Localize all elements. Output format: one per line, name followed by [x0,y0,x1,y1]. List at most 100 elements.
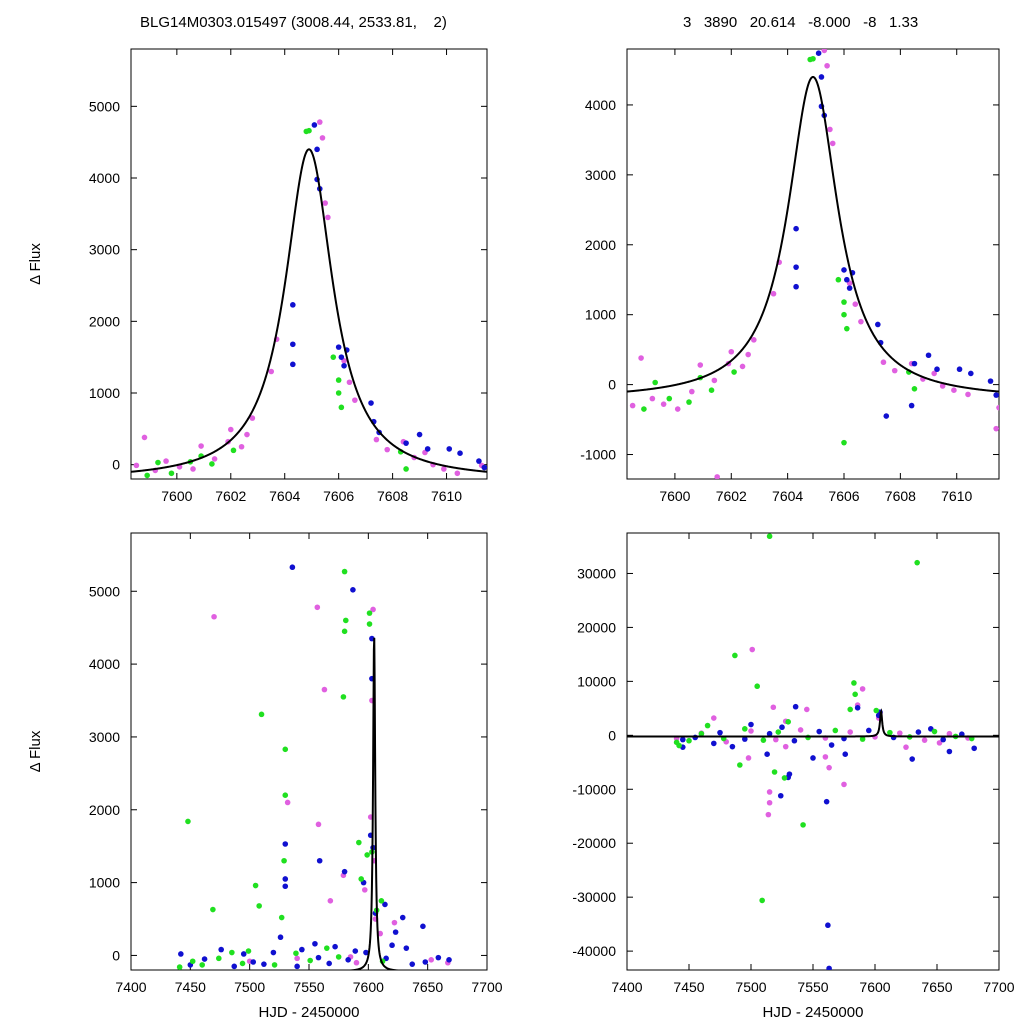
data-point [793,264,799,270]
data-point [341,868,348,875]
y-tick-label: 3000 [89,242,120,258]
model-curve [627,708,999,738]
data-point [629,402,636,409]
x-tick-label: 7606 [323,488,354,504]
data-point [282,883,289,890]
data-point [325,214,331,221]
data-point [384,446,391,453]
series-2 [144,127,409,479]
x-tick-label: 7700 [983,979,1014,995]
data-point [403,466,409,472]
data-point [306,127,312,134]
data-point [209,461,215,467]
data-point [792,703,799,710]
data-point [199,962,205,968]
data-point [818,74,825,80]
data-point [728,348,735,355]
data-point [785,719,791,725]
data-point [816,728,822,735]
data-point [832,727,839,734]
data-point [133,462,140,469]
data-point [321,686,328,693]
data-point [810,755,816,761]
data-point [250,959,257,965]
data-point [745,351,751,358]
data-point [268,368,275,375]
data-point [373,436,380,443]
data-point [827,126,833,133]
data-point [939,383,946,389]
data-point [851,680,857,686]
data-point [201,956,208,962]
data-point [299,946,305,953]
data-point [946,748,953,755]
series-2 [176,568,386,970]
data-point [791,737,798,744]
x-tick-label: 7550 [797,979,828,995]
y-tick-label: -40000 [572,943,616,959]
data-point [731,369,737,375]
data-point [782,743,789,750]
data-point [793,283,799,290]
data-point [940,736,946,743]
data-point [652,379,658,386]
data-point [760,737,767,743]
panel-top-left: 0 1000 2000 3000 4000 5000 7600 7602 7604 7606 760… [27,48,488,504]
data-point [238,443,245,450]
x-tick-label: 7602 [716,488,747,504]
x-axis-label: HJD - 2450000 [259,1004,360,1021]
plot-area [133,119,487,479]
data-point [428,957,435,963]
data-point [841,781,847,788]
data-point [290,302,296,308]
data-point [841,267,847,273]
data-point [289,564,296,571]
x-tick-label: 7608 [377,488,408,504]
data-point [996,404,999,411]
data-point [341,362,347,369]
data-point [189,958,196,965]
data-point [314,604,321,611]
y-tick-label: 3000 [585,167,616,183]
plot-frame [626,532,1000,971]
x-tick-label: 7606 [828,488,859,504]
y-tick-label: -20000 [572,835,616,851]
data-point [766,789,773,795]
data-point [660,401,667,407]
data-point [457,450,463,457]
data-point [277,934,284,941]
plot-area [629,49,999,479]
data-point [749,646,756,653]
figure-title-right: 3 3890 20.614 -8.000 -8 1.33 [683,14,919,31]
data-point [332,943,338,950]
data-point [290,361,296,368]
data-point [326,960,332,967]
plot-frame [626,48,1000,480]
data-point [951,387,957,394]
data-point [363,949,369,956]
x-tick-label: 7500 [234,979,265,995]
y-tick-label: 4000 [585,97,616,113]
data-point [971,745,977,752]
series-0 [629,49,999,479]
data-point [293,950,299,957]
data-point [335,390,342,396]
data-point [454,470,461,477]
data-point [824,62,830,69]
data-point [420,923,426,930]
data-point [859,736,866,742]
data-point [934,366,940,373]
y-tick-label: 4000 [89,656,120,672]
data-point [281,857,287,864]
data-point [261,961,267,967]
data-point [245,948,252,954]
data-point [368,400,374,406]
y-tick-label: 2000 [585,237,616,253]
data-point [335,954,342,960]
data-point [858,318,864,325]
data-point [319,135,326,141]
data-point [352,948,359,954]
y-axis-label: Δ Flux [27,243,44,285]
data-point [144,472,150,479]
x-tick-label: 7610 [941,488,972,504]
